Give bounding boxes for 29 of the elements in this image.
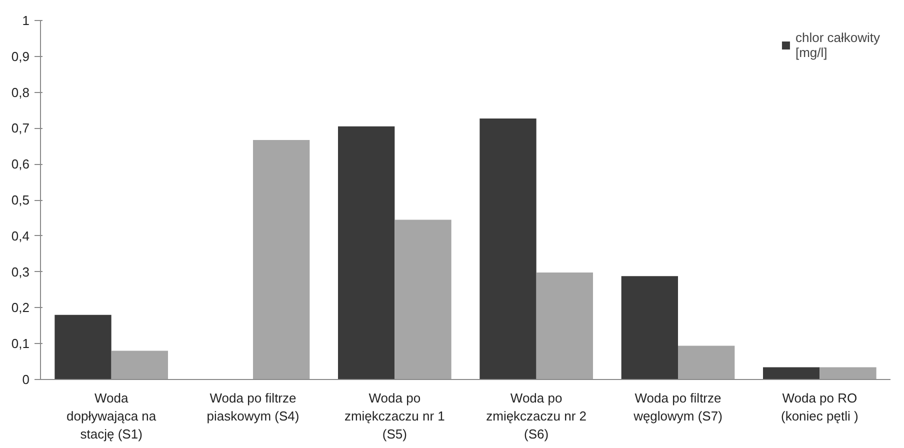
y-tick-label: 0,5 [11,192,30,208]
bar [480,118,536,380]
bar [253,140,310,380]
x-tick-label: Woda po zmiękczaczu nr 1 (S5) [344,390,445,442]
bar [536,272,593,380]
y-tick-label: 0,4 [11,228,30,244]
bar [621,276,678,380]
y-tick-label: 0,2 [11,300,30,316]
bar [111,350,168,380]
bar [678,346,735,380]
y-tick-label: 0,7 [11,120,30,136]
y-tick-label: 0,6 [11,156,30,172]
y-tick-label: 0,3 [11,264,30,280]
y-tick-label: 0,8 [11,84,30,100]
legend-label: chlor całkowity [mg/l] [795,30,880,60]
x-tick-label: Woda dopływająca na stację (S1) [66,390,157,442]
x-tick-label: Woda po filtrze piaskowym (S4) [206,390,300,424]
x-tick-label: Woda po filtrze węglowym (S7) [632,390,722,424]
y-tick-label: 0,9 [11,48,30,64]
bar [54,314,112,380]
x-tick-label: Woda po RO (koniec pętli ) [781,390,858,424]
y-tick-label: 1 [22,13,30,28]
bar [820,367,876,380]
y-tick-label: 0 [22,372,30,387]
x-tick-label: Woda po zmiękczaczu nr 2 (S6) [486,390,587,442]
bar [338,126,395,380]
bar [394,220,452,380]
bar [763,367,820,380]
y-tick-label: 0,1 [11,336,30,352]
